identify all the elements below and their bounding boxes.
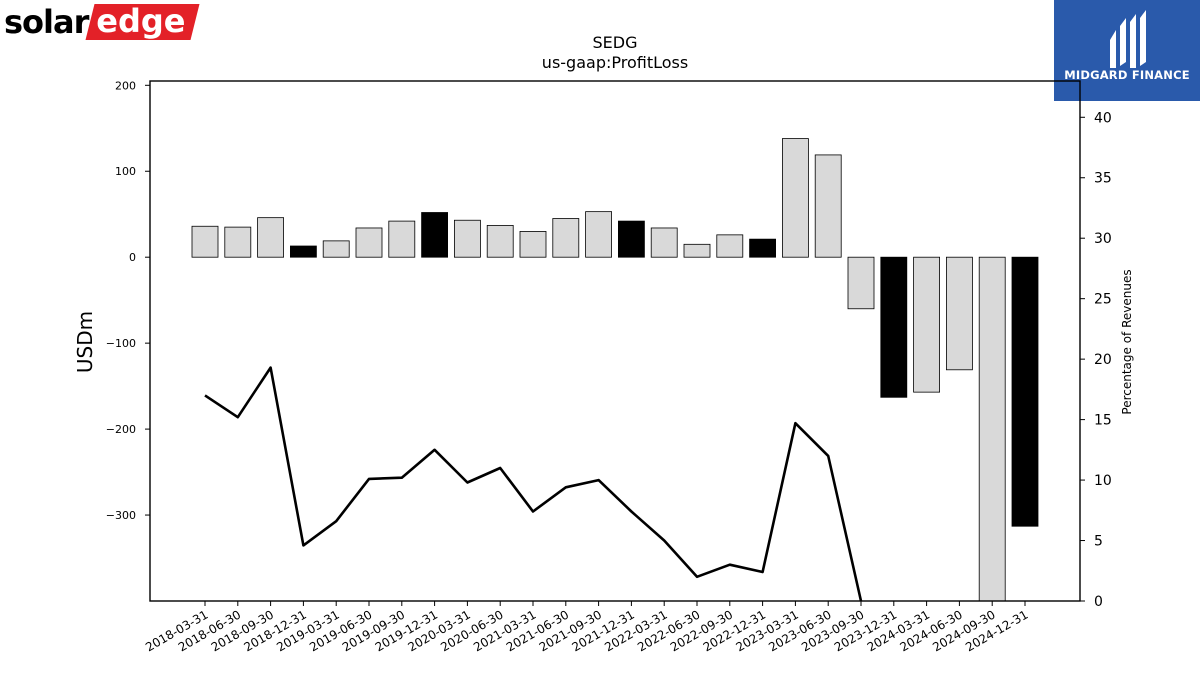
y2-tick-label: 25 <box>1094 292 1112 308</box>
bar <box>782 138 809 258</box>
bar <box>716 234 744 258</box>
bar <box>585 211 612 258</box>
plot-frame <box>149 80 1081 602</box>
y-tick-label: −200 <box>106 423 136 436</box>
y2-tick-label: 30 <box>1094 231 1112 247</box>
bar <box>552 218 580 258</box>
bar <box>289 245 317 258</box>
midgard-finance-logo: MIDGARD FINANCE <box>1054 0 1200 101</box>
bar <box>978 256 1006 602</box>
y-tick-label: 0 <box>129 251 136 264</box>
midgard-emblem-icon <box>1110 10 1146 68</box>
y2-tick-label: 5 <box>1094 534 1103 550</box>
logo-text-solar: solar <box>4 3 89 41</box>
y-tick-label: 200 <box>115 79 136 92</box>
bar <box>946 256 973 371</box>
logo-text-midgard: MIDGARD FINANCE <box>1064 68 1190 82</box>
y2-tick-label: 35 <box>1094 171 1112 187</box>
solaredge-logo: solar edge <box>4 2 201 41</box>
bar <box>749 238 776 258</box>
bar <box>388 220 416 258</box>
bar <box>355 227 383 258</box>
bar <box>191 225 219 258</box>
bar <box>453 219 481 258</box>
bar <box>618 220 645 258</box>
bar <box>880 256 908 398</box>
ratio-line <box>204 366 863 602</box>
y2-tick-label: 20 <box>1094 352 1112 368</box>
bar <box>421 212 449 258</box>
y2-tick-label: 40 <box>1094 110 1112 126</box>
bar <box>847 256 875 310</box>
y-axis-label: USDm <box>73 311 97 373</box>
bar <box>224 226 252 258</box>
y-tick-label: −300 <box>106 509 136 522</box>
bar <box>322 240 350 258</box>
y-tick-label: 100 <box>115 165 136 178</box>
y2-tick-label: 0 <box>1094 594 1103 610</box>
bar <box>913 256 940 393</box>
bar <box>1011 256 1039 527</box>
chart-title: SEDG <box>593 33 638 52</box>
bar <box>519 231 547 258</box>
chart-subtitle: us-gaap:ProfitLoss <box>542 53 688 72</box>
bar <box>650 227 678 258</box>
bar <box>486 224 514 258</box>
bar <box>814 154 842 258</box>
y2-tick-label: 15 <box>1094 413 1112 429</box>
bar <box>257 217 285 258</box>
y2-axis-label: Percentage of Revenues <box>1120 269 1134 414</box>
y-tick-label: −100 <box>106 337 136 350</box>
y2-tick-label: 10 <box>1094 473 1112 489</box>
bar <box>683 243 711 258</box>
